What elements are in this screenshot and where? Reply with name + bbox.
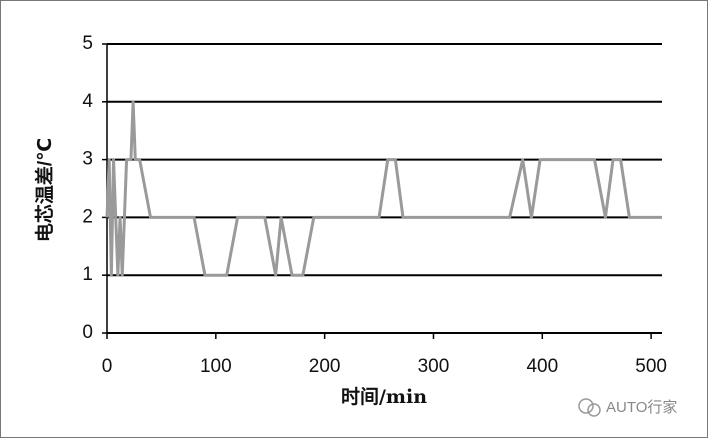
y-axis-label: 电芯温差/℃ (33, 138, 56, 242)
y-tick-label: 5 (82, 33, 93, 54)
y-tick-label: 0 (82, 322, 93, 343)
y-tick-label: 2 (82, 206, 93, 227)
x-tick-label: 200 (309, 356, 341, 377)
x-tick-label: 400 (526, 356, 558, 377)
x-tick-label: 100 (200, 356, 232, 377)
x-axis-label: 时间/min (341, 386, 427, 408)
x-tick-label: 500 (635, 356, 667, 377)
x-tick-label: 300 (418, 356, 450, 377)
y-tick-label: 3 (82, 149, 93, 170)
watermark: AUTO行家 (606, 399, 677, 416)
y-tick-label: 1 (82, 264, 93, 285)
watermark-icon (578, 398, 601, 417)
data-line (105, 100, 662, 277)
x-tick-label: 0 (102, 356, 113, 377)
y-tick-label: 4 (82, 91, 93, 112)
